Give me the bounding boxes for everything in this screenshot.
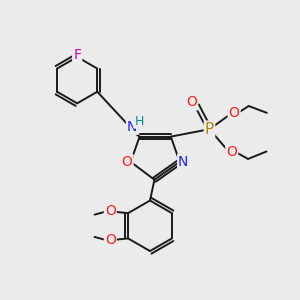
Text: O: O: [105, 233, 116, 247]
Text: O: O: [226, 145, 237, 159]
Text: O: O: [186, 95, 197, 110]
Text: O: O: [122, 155, 133, 169]
Text: F: F: [73, 49, 81, 62]
Text: N: N: [127, 120, 137, 134]
Text: P: P: [205, 122, 214, 137]
Text: O: O: [229, 106, 240, 120]
Text: H: H: [134, 115, 144, 128]
Text: O: O: [105, 204, 116, 218]
Text: N: N: [178, 155, 188, 169]
